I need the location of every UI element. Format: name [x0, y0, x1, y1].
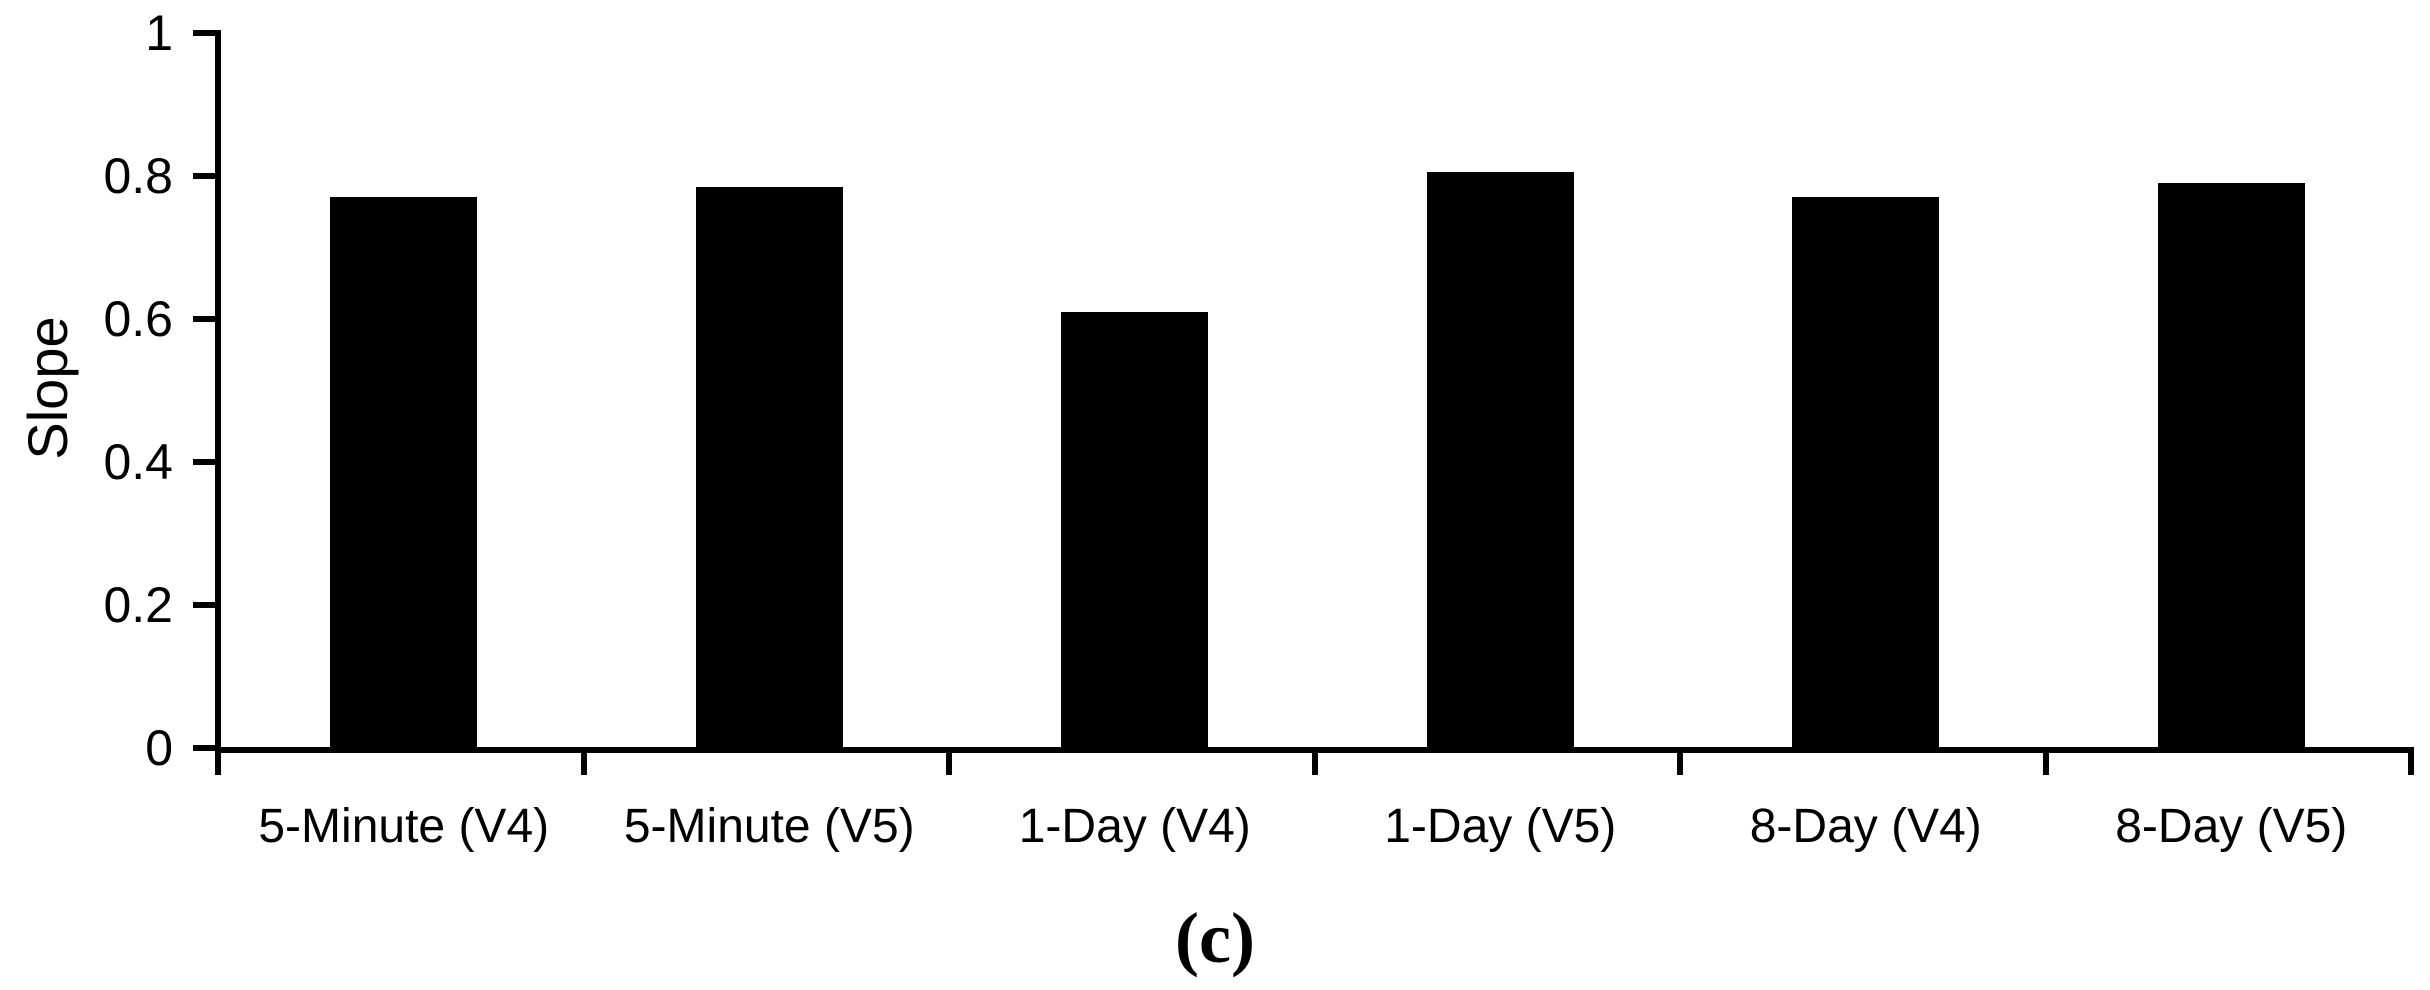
bar — [330, 197, 478, 748]
x-category-label: 5-Minute (V4) — [258, 800, 550, 853]
x-tick-mark — [2042, 747, 2049, 775]
y-tick-mark — [193, 173, 221, 179]
x-category-label: 1-Day (V4) — [1018, 800, 1251, 853]
bar — [1792, 197, 1940, 748]
y-tick-label: 0.6 — [103, 291, 173, 347]
y-tick-mark — [193, 459, 221, 465]
y-axis-line — [215, 33, 221, 754]
x-tick-mark — [2408, 747, 2414, 775]
x-tick-mark — [946, 747, 952, 775]
bar — [1061, 311, 1209, 748]
y-tick-label: 1 — [145, 5, 173, 61]
y-tick-mark — [193, 602, 221, 608]
y-tick-mark — [193, 30, 221, 36]
x-category-label: 1-Day (V5) — [1384, 800, 1617, 853]
bar — [1426, 172, 1574, 748]
x-category-label: 5-Minute (V5) — [623, 800, 915, 853]
x-tick-mark — [215, 747, 221, 775]
bar — [2157, 183, 2305, 748]
x-tick-mark — [1311, 747, 1318, 775]
figure-caption: (c) — [1175, 898, 1255, 978]
y-tick-mark — [193, 745, 221, 751]
x-category-label: 8-Day (V5) — [2115, 800, 2348, 853]
x-tick-mark — [580, 747, 587, 775]
y-tick-label: 0.2 — [103, 577, 173, 633]
x-tick-mark — [1677, 747, 1683, 775]
y-tick-label: 0.4 — [103, 434, 173, 490]
x-category-label: 8-Day (V4) — [1749, 800, 1982, 853]
y-tick-mark — [193, 316, 221, 322]
y-tick-label: 0 — [145, 720, 173, 776]
bar — [695, 186, 843, 748]
y-tick-label: 0.8 — [103, 148, 173, 204]
